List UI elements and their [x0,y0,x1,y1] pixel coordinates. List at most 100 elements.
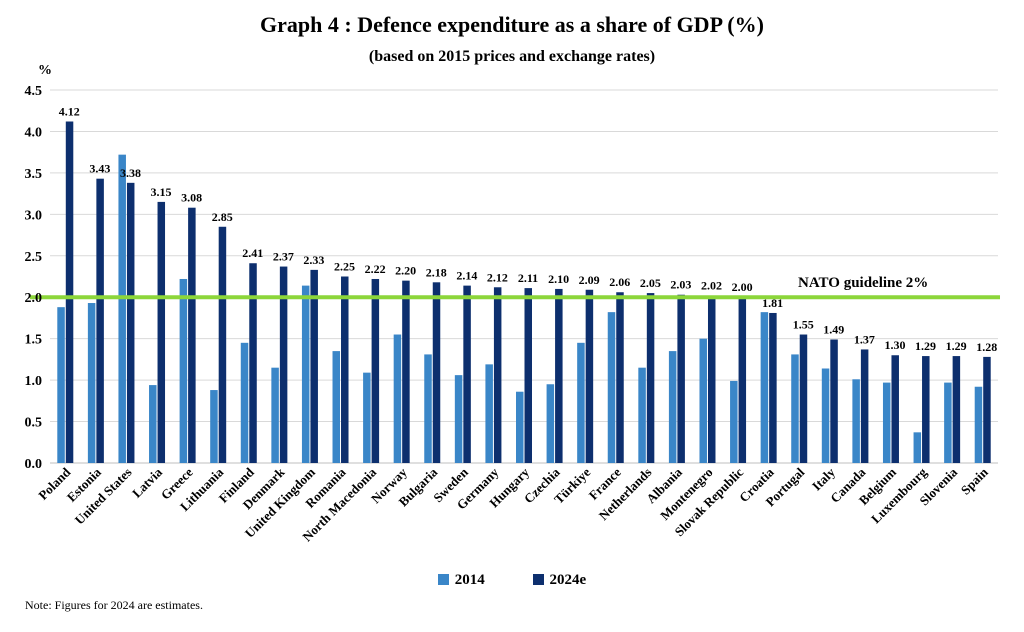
bar-2014 [57,307,65,463]
legend-label-2014: 2014 [454,572,485,588]
y-tick-label: 3.0 [25,208,43,223]
data-label-2024e: 4.12 [59,104,80,118]
bar-2024e [585,289,594,463]
bar-2024e [279,266,288,463]
data-label-2024e: 3.38 [120,166,141,180]
bar-2014 [271,367,279,463]
data-label-2024e: 2.03 [670,278,691,292]
bar-chart: NATO guideline 2% 0.0 0.5 1.0 1.5 2.0 2.5 3.0 3… [25,63,1000,544]
bar-2024e [922,356,930,463]
bar-2014 [332,351,341,463]
y-tick-label: 3.5 [25,167,43,182]
chart-title: Graph 4 : Defence expenditure as a share… [260,12,764,37]
bar-2024e [463,285,471,463]
bar-2014 [149,385,157,463]
data-label-2024e: 2.18 [426,265,447,279]
bar-2014 [882,382,891,463]
data-label-2024e: 2.14 [456,269,477,283]
bar-2014 [393,334,402,463]
bar-2014 [87,303,96,463]
bar-2024e [65,121,74,464]
bar-2024e [799,334,808,463]
bar-2014 [730,380,738,463]
bar-2014 [301,285,310,463]
bar-2024e [524,288,532,463]
data-label-2024e: 2.41 [242,246,263,260]
bar-2014 [974,386,983,463]
bar-2024e [707,295,716,463]
x-tick-label: Spain [958,464,992,498]
data-label-2024e: 2.20 [395,264,416,278]
legend-item-2014: 2014 [437,572,485,589]
bar-2024e [218,226,227,463]
bar-2014 [363,372,371,463]
data-label-2024e: 2.37 [273,250,294,264]
data-label-2024e: 1.49 [823,322,844,336]
bar-2024e [891,355,899,463]
bar-2024e [952,356,961,463]
data-label-2024e: 3.15 [151,185,172,199]
bar-2014 [577,342,585,463]
bar-2024e [310,269,318,463]
data-label-2024e: 2.33 [303,253,324,267]
data-label-2024e: 1.30 [884,338,905,352]
bar-2014 [852,379,860,463]
y-axis-label: % [38,63,52,78]
y-tick-label: 1.5 [25,333,43,348]
chart-subtitle: (based on 2015 prices and exchange rates… [368,48,656,65]
data-label-2024e: 2.05 [640,276,661,290]
bar-2014 [485,364,493,463]
bar-2014 [118,154,126,464]
data-label-2024e: 2.09 [579,273,600,287]
bar-2024e [341,276,349,463]
grid-layer [50,89,998,464]
y-tick-label: 4.5 [25,84,43,99]
y-tick-label: 4.0 [25,125,43,140]
bar-2014 [546,384,555,463]
data-label-2024e: 1.81 [762,296,783,310]
y-tick-label: 1.0 [25,374,43,389]
legend-item-2024e: 2024e [532,572,586,589]
data-label-2024e: 2.00 [732,280,753,294]
y-tick-label: 0.5 [25,416,43,431]
bar-2024e [983,356,991,463]
bar-2014 [607,312,616,463]
bar-2024e [249,263,257,463]
legend-swatch-2014 [437,574,449,585]
bar-2014 [424,354,432,463]
bar-2024e [126,182,135,463]
data-label-2024e: 2.02 [701,279,722,293]
bar-2024e [738,297,747,463]
bar-2014 [210,390,218,463]
bar-2024e [677,294,685,463]
bar-2024e [555,288,563,463]
data-label-2024e: 1.29 [946,339,967,353]
bar-2024e [860,349,869,463]
bar-2024e [616,292,624,463]
bar-2014 [516,391,524,463]
bar-2014 [638,367,646,463]
bar-2024e [830,339,838,463]
bar-2014 [668,351,677,463]
data-label-2024e: 1.55 [793,318,814,332]
footnote: Note: Figures for 2024 are estimates. [25,598,203,612]
y-tick-label: 0.0 [25,457,43,472]
data-label-2024e: 2.11 [518,271,538,285]
labels-layer: 0.00.51.01.52.02.53.03.54.04.54.12Poland… [25,84,998,544]
data-label-2024e: 3.08 [181,191,202,205]
y-tick-label: 2.5 [25,250,43,265]
bar-2024e [157,201,166,463]
bar-2014 [179,278,188,463]
bar-2014 [454,375,463,463]
guideline-layer: NATO guideline 2% [30,275,1000,300]
bar-2024e [371,278,380,463]
data-label-2024e: 2.06 [609,275,630,289]
bar-2014 [791,354,799,463]
legend: 2014 2024e [0,572,1024,589]
bar-2014 [699,338,707,463]
legend-swatch-2024e [532,574,544,585]
bar-2024e [188,207,196,463]
bar-2024e [769,312,777,463]
bar-2014 [944,382,952,463]
bar-2024e [96,178,104,464]
